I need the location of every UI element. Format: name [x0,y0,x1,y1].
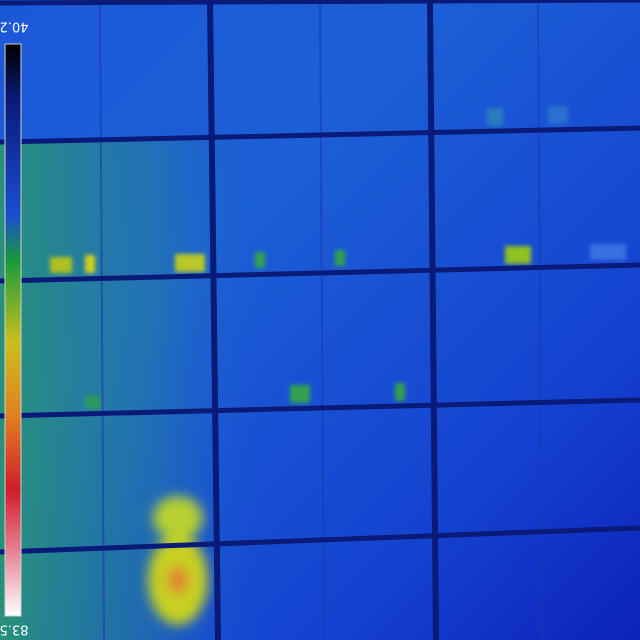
frame-line [0,125,640,145]
color-bar [4,43,22,617]
colorbar-bottom-label: 83.5 [0,622,28,637]
hot-spot [153,496,203,540]
spot [395,383,405,401]
frame-line [207,0,221,640]
frame-line [0,525,640,555]
frame-line [0,397,640,419]
small-spots [50,106,626,409]
cell-line [99,0,105,640]
frame-line [0,0,640,6]
spot [505,246,531,264]
spot [487,108,503,126]
frame-line [0,262,640,284]
colorbar-top-label: 40.2 [0,19,28,34]
spot [290,385,310,403]
spot [50,257,72,273]
hot-spot [168,566,188,594]
spot [85,395,101,409]
spot [335,250,345,266]
warm-region [0,140,260,640]
spot [548,106,568,124]
spot [85,255,95,273]
hot-spots [148,496,208,625]
spot [590,244,626,260]
spot [255,252,265,268]
cell-line [319,0,325,640]
spot [175,254,205,272]
